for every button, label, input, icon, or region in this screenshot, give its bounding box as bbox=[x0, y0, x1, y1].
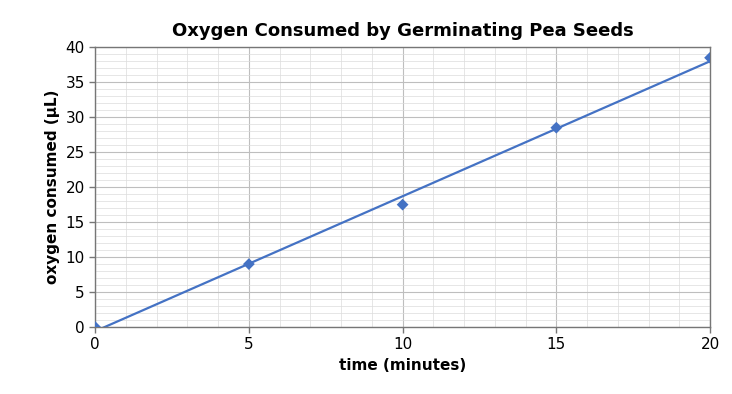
Title: Oxygen Consumed by Germinating Pea Seeds: Oxygen Consumed by Germinating Pea Seeds bbox=[172, 22, 633, 40]
Y-axis label: oxygen consumed (μL): oxygen consumed (μL) bbox=[45, 90, 60, 284]
Point bbox=[397, 201, 408, 208]
Point bbox=[704, 55, 716, 61]
Point bbox=[243, 261, 255, 267]
Point bbox=[89, 324, 101, 330]
X-axis label: time (minutes): time (minutes) bbox=[339, 358, 466, 373]
Point bbox=[550, 125, 562, 131]
